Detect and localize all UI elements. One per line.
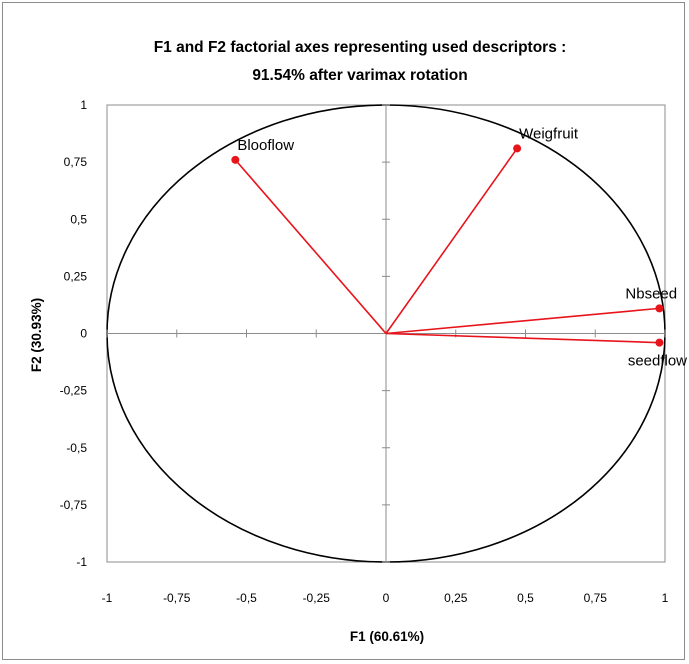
x-tick-labels: -1 -0,75 -0,5 -0,25 0 0,25 0,5 0,75 1 [102, 591, 669, 605]
x-tick-label-8: 1 [662, 591, 669, 605]
x-tick-label-1: -0,75 [163, 591, 191, 605]
loading-vectors: Blooflow Weigfruit Nbseed seedflow [231, 125, 687, 370]
y-tick-label-7: -0,75 [60, 498, 88, 512]
y-tick-label-4: 0 [80, 327, 87, 341]
chart-title-line-1: F1 and F2 factorial axes representing us… [154, 39, 567, 56]
y-axis-title: F2 (30.93%) [29, 298, 44, 372]
vector-label-weigfruit: Weigfruit [519, 125, 579, 142]
y-tick-label-3: 0,25 [64, 269, 88, 283]
chart-title-line-2: 91.54% after varimax rotation [252, 67, 467, 84]
vector-line-nbseed [385, 307, 660, 335]
vector-point-blooflow [231, 155, 240, 164]
vector-point-weigfruit [513, 144, 522, 153]
y-tick-label-8: -1 [76, 555, 87, 569]
vector-point-nbseed [655, 304, 664, 313]
vector-line-seedflow [385, 332, 660, 344]
y-tick-label-0: 1 [80, 98, 87, 112]
vector-label-nbseed: Nbseed [625, 285, 677, 302]
x-tick-label-0: -1 [102, 591, 113, 605]
y-tick-label-1: 0,75 [64, 155, 88, 169]
x-tick-label-3: -0,25 [303, 591, 331, 605]
vector-label-blooflow: Blooflow [237, 137, 294, 154]
vector-label-seedflow: seedflow [628, 353, 687, 370]
x-tick-label-5: 0,25 [444, 591, 468, 605]
x-tick-label-2: -0,5 [236, 591, 257, 605]
vector-line-weigfruit [385, 147, 518, 334]
x-axis-title: F1 (60.61%) [350, 629, 424, 644]
vector-point-seedflow [655, 338, 664, 347]
x-tick-label-7: 0,75 [584, 591, 608, 605]
y-tick-labels: 1 0,75 0,5 0,25 0 -0,25 -0,5 -0,75 -1 [60, 98, 88, 569]
y-tick-label-2: 0,5 [70, 212, 87, 226]
vector-line-blooflow [234, 159, 387, 335]
x-tick-label-4: 0 [383, 591, 390, 605]
y-tick-label-6: -0,5 [66, 441, 87, 455]
x-tick-label-6: 0,5 [517, 591, 534, 605]
y-tick-label-5: -0,25 [60, 384, 88, 398]
